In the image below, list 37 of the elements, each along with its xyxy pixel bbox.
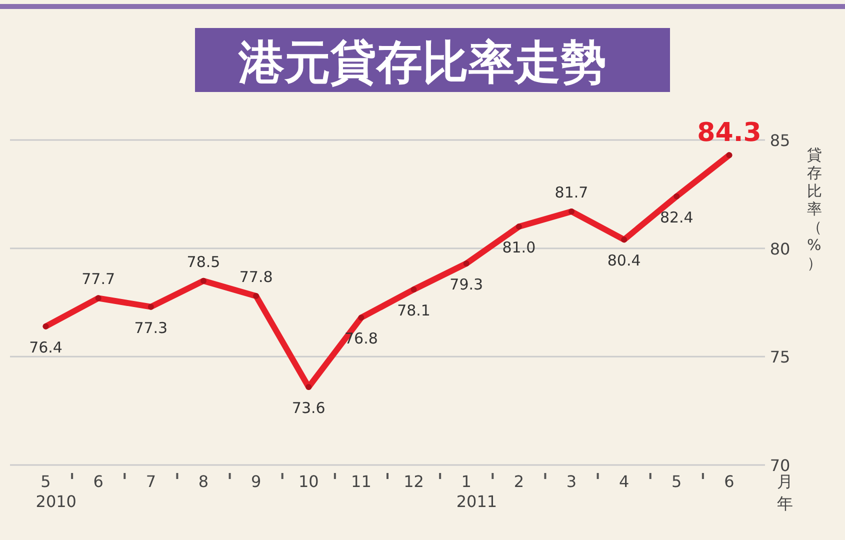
x-tick-label: 5 xyxy=(672,472,682,491)
text: 80.4 xyxy=(607,252,641,270)
chart-title: 港元貸存比率走勢 xyxy=(238,35,606,89)
x-tick-label: 2 xyxy=(514,472,524,491)
text: 84.3 xyxy=(697,118,762,148)
y-tick-label: 80 xyxy=(770,239,790,258)
text: 2011 xyxy=(456,492,498,511)
x-tick-label: 5 xyxy=(40,472,51,491)
x-tick-label: 3 xyxy=(566,472,577,491)
text: 73.6 xyxy=(292,399,326,417)
x-axis-title: 月 xyxy=(777,472,793,491)
x-tick-label: 1 xyxy=(461,472,472,491)
x-tick-label: 7 xyxy=(146,472,156,491)
y-tick-label: 70 xyxy=(770,456,790,475)
text: 79.3 xyxy=(450,276,484,294)
text: 年 xyxy=(777,494,793,513)
text: 78.5 xyxy=(186,252,220,271)
y-axis-title: 貸存比率（%） xyxy=(807,146,822,272)
text: 82.4 xyxy=(660,208,694,226)
x-tick-label: 6 xyxy=(93,472,104,491)
text: 81.0 xyxy=(502,238,536,257)
text: 2010 xyxy=(36,492,76,511)
y-tick-label: 85 xyxy=(770,131,790,150)
text: 76.4 xyxy=(29,338,62,356)
x-tick-label: 12 xyxy=(404,472,424,491)
x-tick-label: 11 xyxy=(351,472,372,491)
x-tick-label: 6 xyxy=(724,472,734,491)
x-tick-label: 8 xyxy=(198,472,209,491)
text: 77.3 xyxy=(134,318,168,337)
y-tick-label: 75 xyxy=(770,348,790,367)
text: 78.1 xyxy=(397,302,430,320)
text: 77.7 xyxy=(82,270,116,288)
text: 77.8 xyxy=(239,268,273,286)
x-tick-label: 9 xyxy=(250,472,262,491)
text: 81.7 xyxy=(554,184,588,202)
x-tick-label: 10 xyxy=(298,472,319,491)
x-tick-label: 4 xyxy=(618,472,630,491)
